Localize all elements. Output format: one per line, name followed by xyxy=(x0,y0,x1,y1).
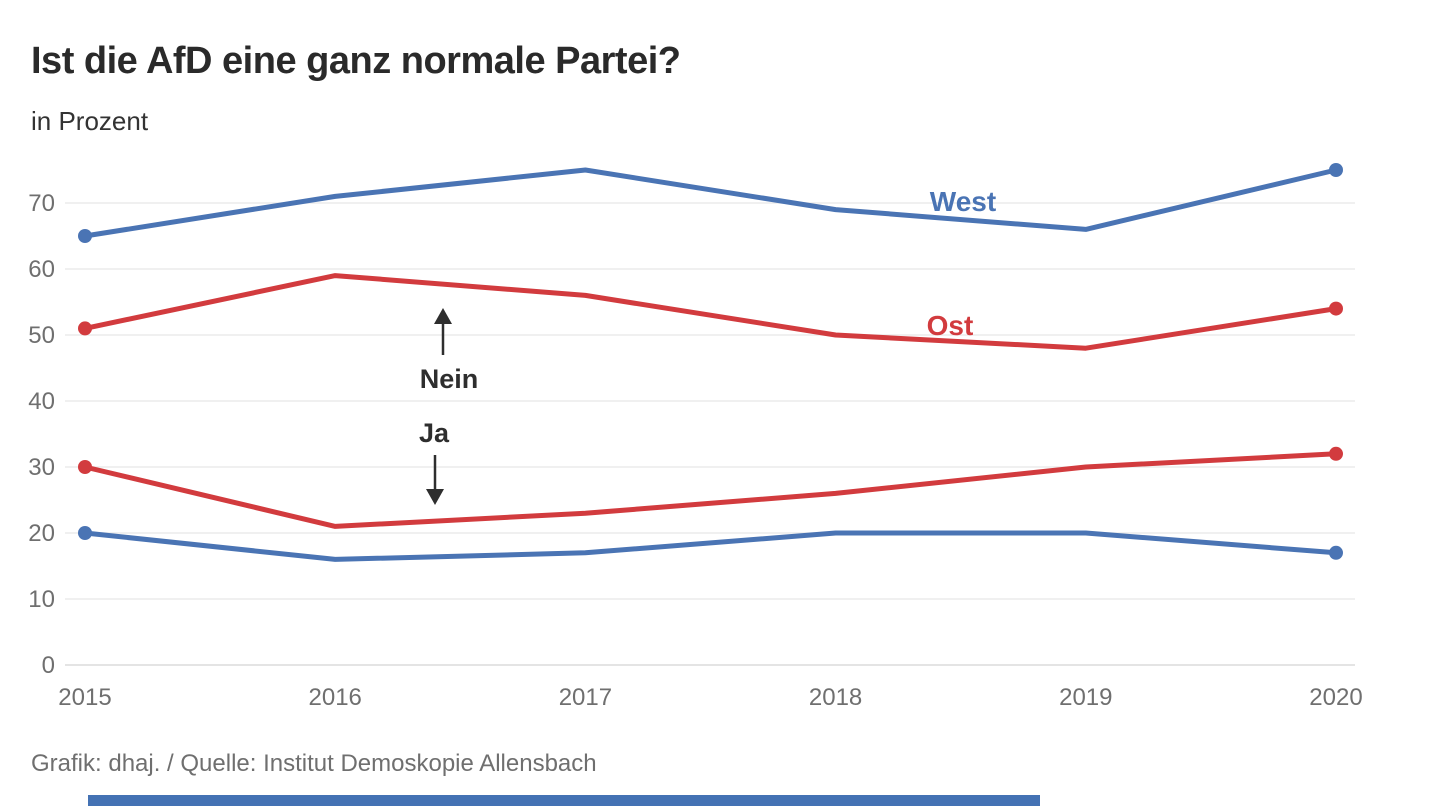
y-tick-label: 20 xyxy=(28,520,55,547)
series-ost-nein-line xyxy=(82,273,1339,351)
progress-bar[interactable] xyxy=(88,795,1040,806)
series-ost-ja-line xyxy=(82,451,1339,529)
series-ost-ja-endpoint xyxy=(78,460,92,474)
line-chart: 0 10 20 30 40 50 60 70 2015 2016 2017 2018 2019 2020 W… xyxy=(28,163,1363,711)
x-tick-label: 2016 xyxy=(309,684,362,711)
y-tick-label: 50 xyxy=(28,322,55,349)
source-credit: Grafik: dhaj. / Quelle: Institut Demosko… xyxy=(31,750,597,777)
y-tick-label: 40 xyxy=(28,388,55,415)
page-title: Ist die AfD eine ganz normale Partei? xyxy=(31,40,681,82)
annotation-arrow-down-head xyxy=(426,489,444,505)
y-tick-label: 0 xyxy=(42,652,55,679)
y-tick-label: 10 xyxy=(28,586,55,613)
chart-unit-label: in Prozent xyxy=(31,106,149,136)
x-tick-label: 2015 xyxy=(58,684,111,711)
annotation-label-ja: Ja xyxy=(419,418,450,448)
x-tick-label: 2019 xyxy=(1059,684,1112,711)
x-tick-label: 2017 xyxy=(559,684,612,711)
x-tick-label: 2018 xyxy=(809,684,862,711)
series-west-ja-line xyxy=(82,530,1339,562)
x-tick-label: 2020 xyxy=(1309,684,1362,711)
series-west-nein-line xyxy=(82,167,1339,239)
series-ost-nein-endpoint xyxy=(78,321,92,336)
series-west-nein-endpoint xyxy=(1329,163,1343,177)
y-tick-label: 60 xyxy=(28,256,55,283)
series-west-ja-endpoint xyxy=(1329,545,1343,560)
series-west-ja-endpoint xyxy=(78,526,92,540)
series-west-nein-endpoint xyxy=(78,229,92,243)
series-label-west: West xyxy=(930,186,996,217)
series-label-ost: Ost xyxy=(927,310,974,341)
y-tick-label: 70 xyxy=(28,190,55,217)
annotation-label-nein: Nein xyxy=(420,364,479,394)
annotation-arrow-up-head xyxy=(434,308,452,324)
y-tick-label: 30 xyxy=(28,454,55,481)
series-ost-ja-endpoint xyxy=(1329,446,1343,461)
series-ost-nein-endpoint xyxy=(1329,301,1343,316)
